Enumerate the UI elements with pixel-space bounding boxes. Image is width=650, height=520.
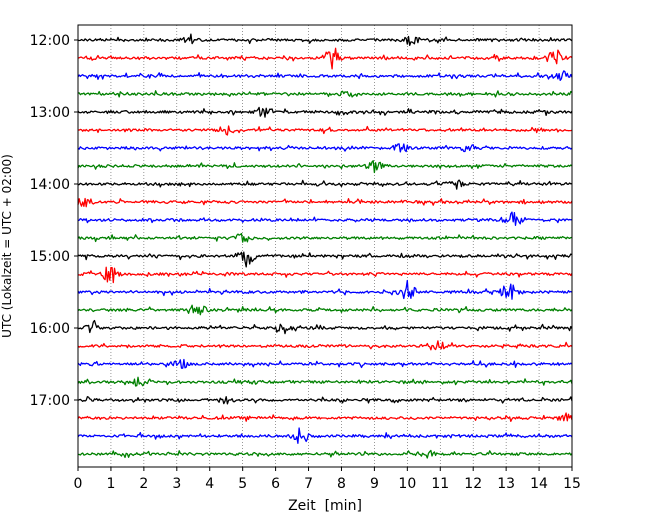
- x-tick-label: 6: [271, 476, 280, 492]
- x-tick-label: 14: [530, 476, 548, 492]
- plot-frame: [77, 24, 573, 468]
- y-tick-label: 15:00: [30, 249, 70, 265]
- x-tick-label: 0: [74, 476, 83, 492]
- trace-line: [77, 232, 573, 243]
- x-tick-label: 5: [238, 476, 247, 492]
- x-tick-label: 4: [205, 476, 214, 492]
- trace-line: [77, 179, 573, 190]
- x-tick-label: 11: [431, 476, 449, 492]
- x-tick-label: 3: [172, 476, 181, 492]
- x-tick-label: 10: [398, 476, 416, 492]
- trace-line: [77, 319, 573, 335]
- x-tick-label: 1: [106, 476, 115, 492]
- trace-line: [77, 358, 573, 369]
- seismic-traces: [77, 33, 573, 459]
- x-tick-label: 15: [563, 476, 581, 492]
- y-axis: 12:00 13:00 14:00 15:00 16:00 17:00: [30, 33, 78, 409]
- x-tick-label: 9: [370, 476, 379, 492]
- x-axis-label: Zeit [min]: [288, 498, 362, 514]
- trace-line: [77, 304, 573, 316]
- y-tick-label: 16:00: [30, 321, 70, 337]
- trace-line: [77, 70, 573, 82]
- trace-line: [77, 160, 573, 174]
- x-tick-label: 7: [304, 476, 313, 492]
- trace-line: [77, 427, 573, 444]
- trace-line: [77, 449, 573, 459]
- y-tick-label: 17:00: [30, 393, 70, 409]
- trace-line: [77, 125, 573, 136]
- trace-line: [77, 251, 573, 268]
- trace-line: [77, 143, 573, 153]
- trace-line: [77, 412, 573, 423]
- x-tick-label: 13: [497, 476, 515, 492]
- trace-line: [77, 211, 573, 226]
- trace-line: [77, 106, 573, 118]
- trace-line: [77, 396, 573, 405]
- y-tick-label: 14:00: [30, 177, 70, 193]
- trace-line: [77, 90, 573, 98]
- trace-line: [77, 47, 573, 70]
- x-tick-label: 8: [337, 476, 346, 492]
- trace-line: [77, 197, 573, 208]
- y-axis-label: UTC (Lokalzeit = UTC + 02:00): [0, 154, 14, 338]
- x-tick-label: 12: [464, 476, 482, 492]
- trace-line: [77, 340, 573, 351]
- x-tick-label: 2: [139, 476, 148, 492]
- trace-line: [77, 266, 573, 284]
- trace-line: [77, 376, 573, 387]
- trace-line: [77, 33, 573, 47]
- y-tick-label: 13:00: [30, 105, 70, 121]
- y-tick-label: 12:00: [30, 33, 70, 49]
- x-axis: 0 1 2 3 4 5 6 7 8 9 10 11 12 13 14 15: [74, 467, 581, 492]
- trace-line: [77, 279, 573, 300]
